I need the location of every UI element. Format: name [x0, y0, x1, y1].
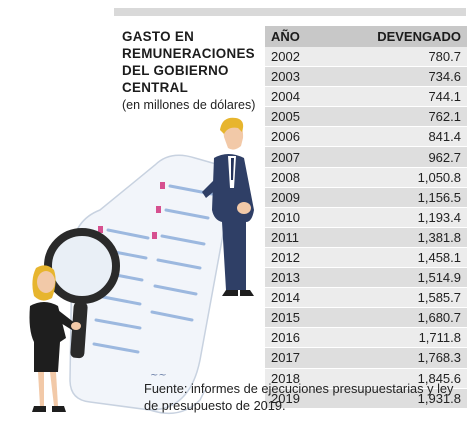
year-cell: 2015 [265, 307, 326, 329]
table-row: 2002 780.7 [265, 47, 467, 68]
magnifying-glass-icon [44, 228, 120, 359]
table-row: 2016 1,711.8 [265, 327, 467, 349]
value-cell: 962.7 [325, 146, 467, 168]
subtitle: (en millones de dólares) [122, 98, 256, 112]
year-cell: 2007 [265, 146, 326, 168]
title-line-1: GASTO EN [122, 29, 195, 44]
value-cell: 1,381.8 [325, 227, 467, 248]
value-cell: 1,845.6 [325, 368, 467, 389]
table-row: 2017 1,768.3 [265, 347, 467, 369]
value-cell: 734.6 [325, 66, 467, 88]
man-figure-icon [202, 117, 254, 296]
woman-figure-icon [29, 265, 81, 412]
svg-text:~~: ~~ [150, 370, 167, 381]
year-cell: 2008 [265, 167, 326, 188]
top-rule [114, 8, 466, 16]
value-cell: 841.4 [325, 126, 467, 148]
value-cell: 1,193.4 [325, 207, 467, 228]
value-cell: 1,458.1 [325, 247, 467, 269]
value-cell: 1,156.5 [325, 187, 467, 208]
table-row: 2015 1,680.7 [265, 307, 467, 329]
table-row: 2014 1,585.7 [265, 287, 467, 309]
value-cell: 1,585.7 [325, 287, 467, 309]
title-line-4: CENTRAL [122, 80, 189, 95]
table-row: 2012 1,458.1 [265, 247, 467, 269]
title-block: GASTO EN REMUNERACIONES DEL GOBIERNO CEN… [122, 28, 262, 113]
table-row: 2009 1,156.5 [265, 187, 467, 208]
table-row: 2007 962.7 [265, 146, 467, 168]
year-cell: 2004 [265, 86, 326, 108]
year-cell: 2011 [265, 227, 326, 248]
value-cell: 1,050.8 [325, 167, 467, 188]
year-cell: 2016 [265, 327, 326, 349]
table-row: 2003 734.6 [265, 66, 467, 88]
year-cell: 2018 [265, 368, 326, 389]
value-cell: 744.1 [325, 86, 467, 108]
value-cell: 762.1 [325, 106, 467, 128]
title-line-2: REMUNERACIONES [122, 46, 255, 61]
value-cell: 780.7 [325, 47, 467, 68]
year-cell: 2017 [265, 347, 326, 369]
table-row: 2010 1,193.4 [265, 207, 467, 228]
source-note: Fuente: informes de ejecuciones presupue… [144, 381, 454, 413]
year-cell: 2006 [265, 126, 326, 148]
table-row: 2013 1,514.9 [265, 267, 467, 289]
value-cell: 1,514.9 [325, 267, 467, 289]
spending-table: AÑO DEVENGADO 2002 780.7 2003 734.6 2004 744.… [265, 26, 467, 409]
table-row: 2019 1,931.8 [265, 388, 467, 409]
year-cell: 2010 [265, 207, 326, 228]
year-cell: 2005 [265, 106, 326, 128]
year-cell: 2002 [265, 47, 326, 68]
illustration-people-document: ~~ [29, 117, 254, 415]
year-cell: 2013 [265, 267, 326, 289]
year-cell: 2009 [265, 187, 326, 208]
table-body: 2002 780.7 2003 734.6 2004 744.1 2005 762.1 2006… [265, 47, 467, 409]
value-cell: 1,711.8 [325, 327, 467, 349]
table-row: 2018 1,845.6 [265, 368, 467, 389]
table-row: 2005 762.1 [265, 106, 467, 128]
value-cell: 1,680.7 [325, 307, 467, 329]
table-header-row: AÑO DEVENGADO [265, 26, 467, 47]
document-scroll-icon: ~~ [69, 154, 235, 415]
column-header-value: DEVENGADO [325, 26, 467, 47]
table-row: 2008 1,050.8 [265, 167, 467, 188]
table-row: 2004 744.1 [265, 86, 467, 108]
value-cell: 1,931.8 [325, 388, 467, 409]
year-cell: 2019 [265, 388, 326, 409]
column-header-year: AÑO [265, 26, 326, 47]
value-cell: 1,768.3 [325, 347, 467, 369]
year-cell: 2003 [265, 66, 326, 88]
year-cell: 2012 [265, 247, 326, 269]
table-row: 2011 1,381.8 [265, 227, 467, 248]
year-cell: 2014 [265, 287, 326, 309]
title-line-3: DEL GOBIERNO [122, 63, 229, 78]
table-row: 2006 841.4 [265, 126, 467, 148]
